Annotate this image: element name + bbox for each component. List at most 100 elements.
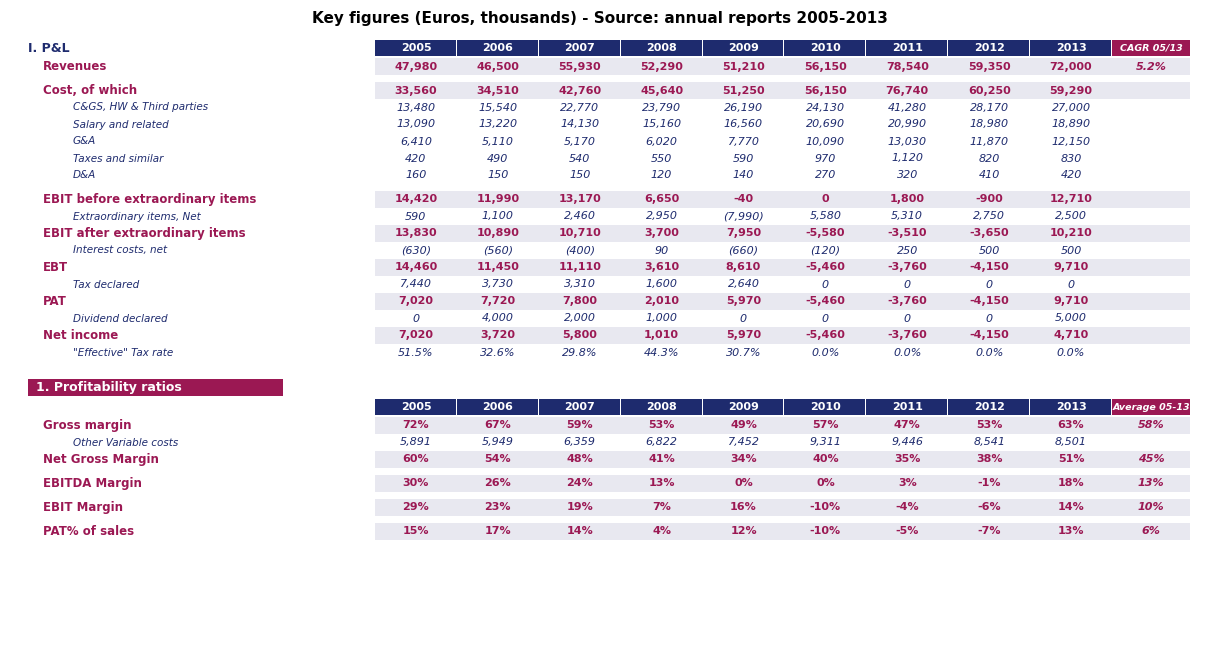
Text: 45%: 45% [1138, 454, 1164, 464]
Text: -6%: -6% [978, 503, 1001, 513]
Text: 23,790: 23,790 [642, 103, 682, 113]
Text: 270: 270 [815, 170, 836, 180]
Text: -10%: -10% [810, 527, 841, 537]
Text: -5,460: -5,460 [805, 262, 845, 272]
Text: (120): (120) [810, 246, 841, 256]
Text: 1,000: 1,000 [645, 314, 678, 324]
Text: 150: 150 [569, 170, 591, 180]
Text: G&A: G&A [73, 137, 96, 147]
Text: -4,150: -4,150 [969, 330, 1009, 340]
Text: 55,930: 55,930 [558, 61, 600, 71]
Text: (660): (660) [729, 246, 758, 256]
Text: 2009: 2009 [728, 43, 759, 53]
Text: "Effective" Tax rate: "Effective" Tax rate [73, 348, 173, 358]
Text: 6,359: 6,359 [564, 438, 596, 448]
Text: 20,690: 20,690 [805, 119, 845, 129]
Text: 35%: 35% [894, 454, 921, 464]
Text: -5,460: -5,460 [805, 330, 845, 340]
Text: 0: 0 [904, 314, 911, 324]
Bar [457, 399, 537, 415]
Text: -4,150: -4,150 [969, 262, 1009, 272]
Text: 13,090: 13,090 [397, 119, 435, 129]
Text: 2005: 2005 [400, 43, 432, 53]
Bar [375, 58, 1190, 75]
Text: -3,760: -3,760 [888, 296, 927, 306]
Text: 13,030: 13,030 [888, 137, 927, 147]
Text: C&GS, HW & Third parties: C&GS, HW & Third parties [73, 103, 209, 113]
Text: 24,130: 24,130 [805, 103, 845, 113]
Text: 18,890: 18,890 [1052, 119, 1090, 129]
Text: 2013: 2013 [1055, 402, 1087, 412]
Text: Interest costs, net: Interest costs, net [73, 246, 167, 256]
Text: 44.3%: 44.3% [644, 348, 679, 358]
Text: 1,100: 1,100 [482, 212, 514, 222]
Bar [621, 399, 701, 415]
Text: 3,730: 3,730 [482, 280, 514, 290]
Text: PAT: PAT [42, 295, 67, 308]
Text: 38%: 38% [976, 454, 1002, 464]
Text: 5,110: 5,110 [482, 137, 514, 147]
Text: 59%: 59% [566, 420, 593, 430]
Text: EBT: EBT [42, 261, 68, 274]
Text: 8,610: 8,610 [725, 262, 761, 272]
Text: 12,710: 12,710 [1049, 194, 1093, 204]
Bar [785, 399, 865, 415]
Text: 0: 0 [904, 280, 911, 290]
Text: 2012: 2012 [974, 43, 1004, 53]
Text: 820: 820 [979, 153, 1000, 163]
Text: 6,650: 6,650 [644, 194, 679, 204]
Text: 2008: 2008 [647, 43, 677, 53]
Text: 2011: 2011 [892, 43, 923, 53]
Text: 34%: 34% [730, 454, 757, 464]
Text: 3,610: 3,610 [644, 262, 679, 272]
Bar [375, 259, 1190, 276]
Text: 5,000: 5,000 [1055, 314, 1087, 324]
Text: (400): (400) [565, 246, 594, 256]
Text: 17%: 17% [484, 527, 511, 537]
Bar [375, 40, 456, 56]
Bar [539, 399, 620, 415]
Text: 41%: 41% [648, 454, 674, 464]
Text: 12%: 12% [730, 527, 757, 537]
Text: 13%: 13% [1058, 527, 1084, 537]
Text: 0.0%: 0.0% [811, 348, 839, 358]
Text: 160: 160 [405, 170, 427, 180]
Text: 14,420: 14,420 [394, 194, 438, 204]
Bar [1112, 399, 1190, 415]
Text: -10%: -10% [810, 503, 841, 513]
Text: 72%: 72% [403, 420, 429, 430]
Bar [28, 379, 283, 396]
Text: 63%: 63% [1058, 420, 1084, 430]
Text: Taxes and similar: Taxes and similar [73, 153, 164, 163]
Text: 45,640: 45,640 [640, 85, 683, 95]
Text: 1,010: 1,010 [644, 330, 679, 340]
Text: EBIT Margin: EBIT Margin [42, 501, 123, 514]
Bar [785, 40, 865, 56]
Text: 0: 0 [1067, 280, 1075, 290]
Text: 24%: 24% [566, 478, 593, 488]
Bar [375, 475, 1190, 492]
Text: 7,720: 7,720 [480, 296, 516, 306]
Text: 13,220: 13,220 [478, 119, 518, 129]
Text: 9,710: 9,710 [1053, 262, 1089, 272]
Bar [375, 523, 1190, 540]
Text: 9,446: 9,446 [892, 438, 923, 448]
Text: I. P&L: I. P&L [28, 43, 69, 55]
Text: 590: 590 [733, 153, 754, 163]
Text: 5,970: 5,970 [725, 296, 761, 306]
Text: 4,000: 4,000 [482, 314, 514, 324]
Text: 2011: 2011 [892, 402, 923, 412]
Text: 2009: 2009 [728, 402, 759, 412]
Text: 0: 0 [986, 280, 992, 290]
Text: 320: 320 [896, 170, 918, 180]
Text: 7,440: 7,440 [400, 280, 432, 290]
Text: 15,160: 15,160 [642, 119, 682, 129]
Text: 0: 0 [740, 314, 747, 324]
Text: 23%: 23% [484, 503, 511, 513]
Text: 12,150: 12,150 [1052, 137, 1090, 147]
Text: 2,460: 2,460 [564, 212, 596, 222]
Text: 150: 150 [488, 170, 508, 180]
Text: 51%: 51% [1058, 454, 1084, 464]
Text: 59,290: 59,290 [1049, 85, 1093, 95]
Text: 4%: 4% [653, 527, 671, 537]
